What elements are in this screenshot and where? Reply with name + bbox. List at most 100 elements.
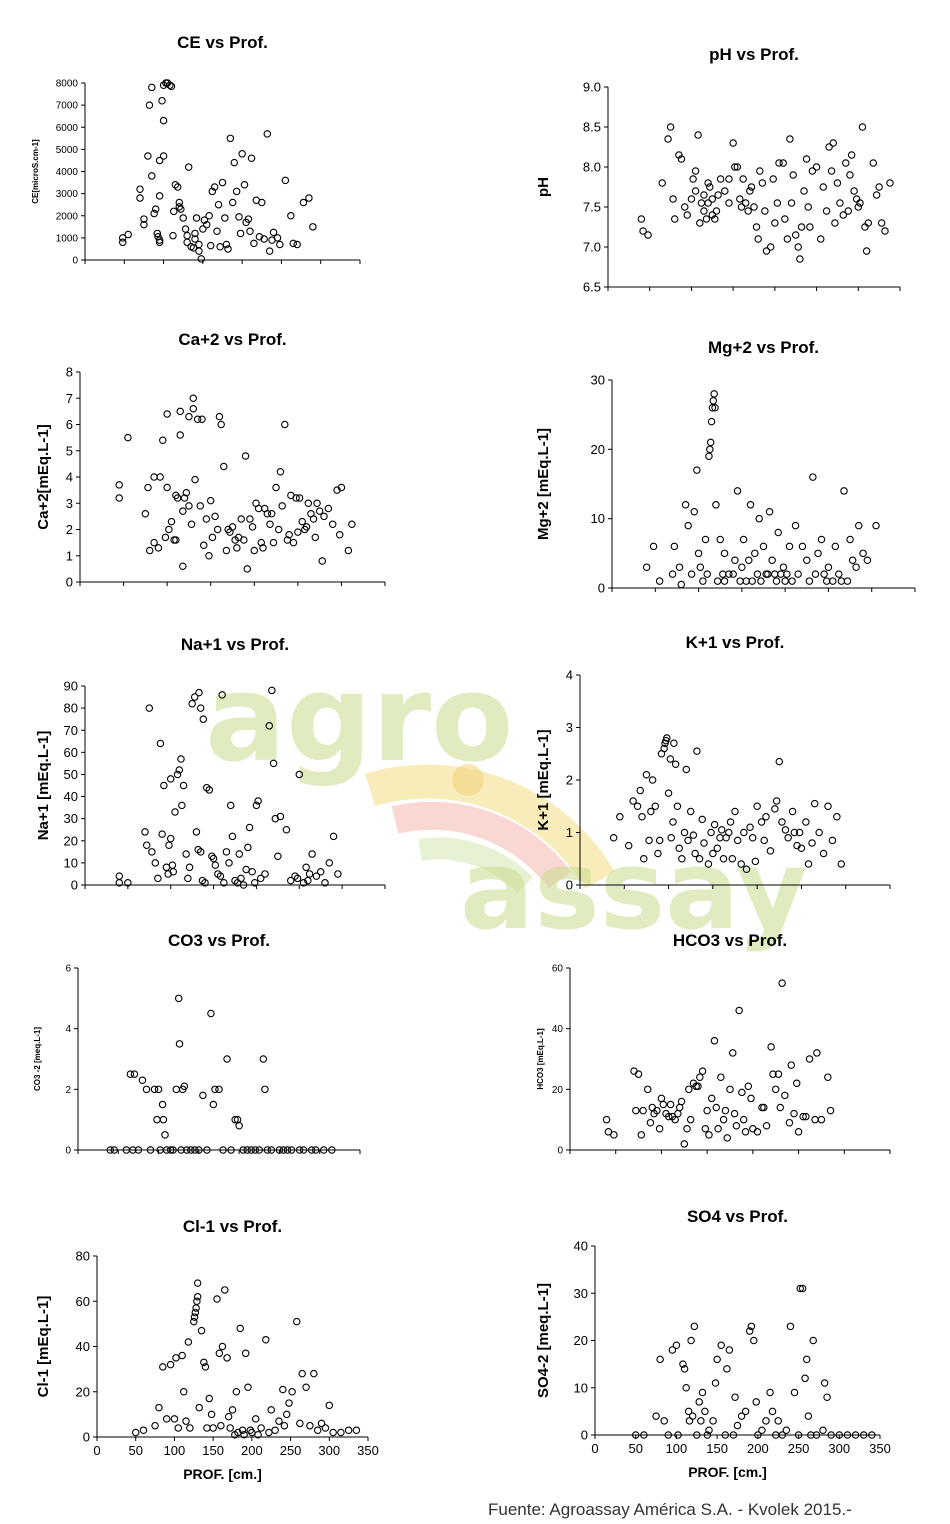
data-point <box>741 199 750 207</box>
data-point <box>285 530 293 539</box>
data-point <box>177 205 185 213</box>
data-point <box>243 1146 251 1154</box>
data-point <box>165 525 173 534</box>
data-point <box>185 502 193 510</box>
data-point <box>720 549 729 558</box>
data-point <box>304 499 313 507</box>
data-point <box>787 1061 796 1069</box>
data-point <box>219 1146 227 1154</box>
data-point <box>155 1403 163 1412</box>
y-tick-label: 0 <box>581 1428 588 1443</box>
y-tick-label: 0 <box>598 581 605 596</box>
data-point <box>766 847 775 855</box>
data-point <box>159 1363 167 1371</box>
data-point <box>762 812 770 821</box>
data-point <box>232 1388 241 1396</box>
data-point <box>759 542 768 551</box>
chart-ce: CE vs Prof. 0 1000 2000 3000 4000 5000 6000 7000… <box>0 0 950 267</box>
y-axis-label: CE[microS.cm-1] <box>31 139 40 204</box>
data-point <box>683 211 692 219</box>
data-point <box>690 507 698 516</box>
data-point <box>211 861 220 869</box>
data-point <box>819 183 827 191</box>
data-point <box>193 1297 201 1306</box>
y-axis-label: Na+1 [mEq.L-1] <box>35 731 52 841</box>
data-point <box>756 167 764 175</box>
data-point <box>677 580 686 589</box>
data-point <box>687 1336 695 1345</box>
data-point <box>813 1049 821 1057</box>
data-point <box>771 1085 780 1094</box>
data-point <box>240 181 249 189</box>
data-point <box>182 488 191 497</box>
data-point <box>733 836 742 845</box>
data-point <box>110 1146 119 1154</box>
data-point <box>655 577 664 585</box>
data-point <box>215 1085 223 1094</box>
data-point <box>233 544 241 552</box>
data-point <box>739 535 748 544</box>
data-point <box>788 577 796 585</box>
data-point <box>205 786 214 794</box>
data-point <box>337 483 346 492</box>
data-point <box>762 1417 770 1425</box>
data-point <box>802 155 811 163</box>
data-point <box>739 1115 748 1124</box>
data-point <box>797 844 806 852</box>
data-point <box>263 130 272 138</box>
data-point <box>717 1073 725 1081</box>
data-point <box>195 1146 203 1154</box>
data-point <box>729 570 737 578</box>
data-point <box>246 515 254 523</box>
data-point <box>796 255 804 263</box>
y-tick-label: 90 <box>64 679 78 694</box>
data-point <box>736 195 744 203</box>
data-point <box>292 494 300 502</box>
data-point <box>163 410 171 418</box>
data-point <box>150 209 158 218</box>
data-point <box>808 167 817 175</box>
data-point <box>226 801 235 810</box>
data-point <box>197 1326 206 1335</box>
data-point <box>703 1431 712 1439</box>
y-tick-label: 6.5 <box>583 280 601 295</box>
data-point <box>691 167 700 175</box>
data-point <box>640 1431 648 1439</box>
data-point <box>636 786 644 795</box>
data-point <box>668 570 677 578</box>
data-point <box>767 1043 775 1051</box>
data-point <box>693 747 701 755</box>
data-point <box>188 699 196 708</box>
data-point <box>215 1349 224 1358</box>
data-point <box>685 1085 693 1094</box>
data-point <box>191 229 199 238</box>
data-point <box>781 826 790 834</box>
data-point <box>655 1125 664 1133</box>
chart-co3: CO3 vs Prof. 0 2 4 6 CO3 -2 [meq.L-1] <box>0 0 950 1157</box>
data-point <box>279 1146 288 1154</box>
data-point <box>794 570 802 578</box>
data-point <box>203 220 211 229</box>
data-point <box>783 570 791 578</box>
data-point <box>781 1091 789 1100</box>
data-point <box>788 807 797 816</box>
data-point <box>711 403 719 412</box>
chart-title: CE vs Prof. <box>177 33 268 52</box>
data-point <box>158 1100 167 1109</box>
y-tick-label: 80 <box>64 701 78 716</box>
data-point <box>647 807 655 816</box>
data-point <box>707 1094 716 1103</box>
data-point <box>170 207 178 216</box>
data-point <box>190 1313 199 1321</box>
data-point <box>836 199 844 207</box>
data-point <box>682 1384 690 1392</box>
data-point <box>797 223 806 231</box>
data-point <box>190 1317 198 1326</box>
data-point <box>690 1322 699 1331</box>
data-point <box>656 1355 664 1364</box>
y-tick-label: 0 <box>65 1146 71 1157</box>
data-point <box>786 135 794 143</box>
data-point <box>214 200 223 209</box>
data-point <box>281 176 290 185</box>
